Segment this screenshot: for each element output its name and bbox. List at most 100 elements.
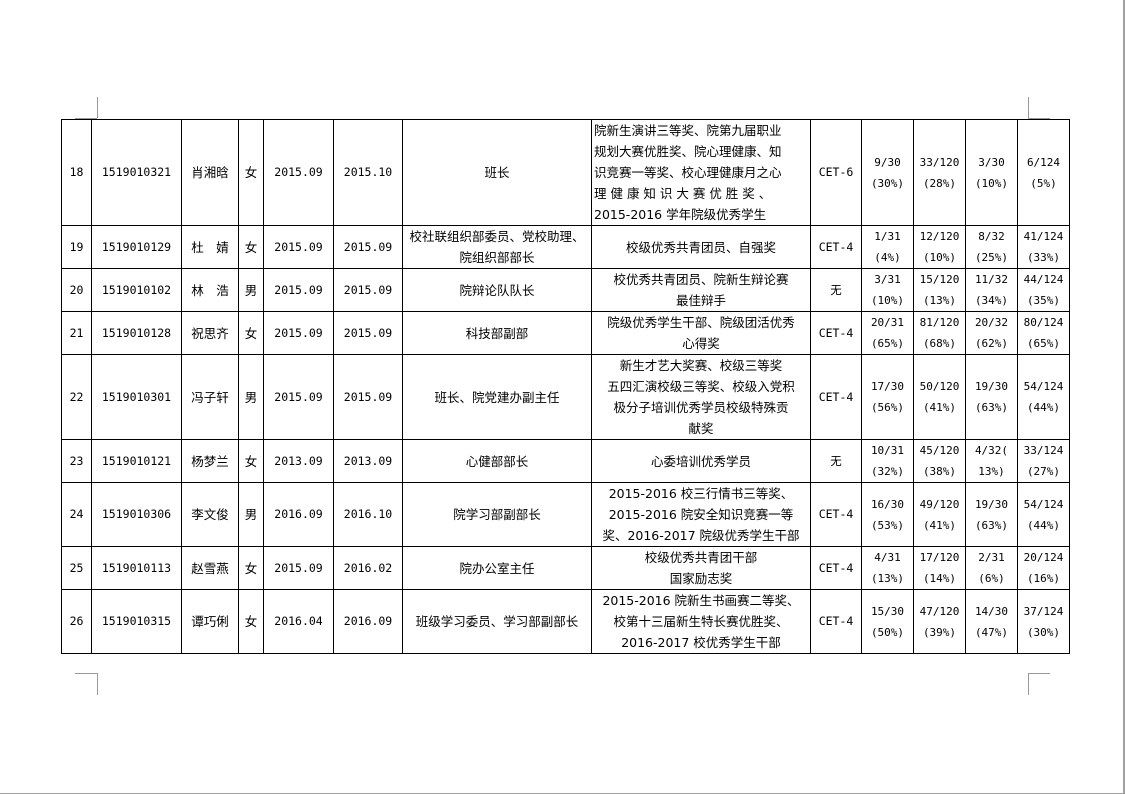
ranking-fraction: 44/124 (1023, 273, 1064, 286)
cet-level: CET-6 (810, 119, 862, 226)
page-edge (1123, 0, 1125, 794)
ranking-s4: 37/124 (30%) (1017, 589, 1070, 654)
row-number: 20 (61, 268, 92, 312)
student-name: 谭巧俐 (181, 589, 239, 654)
ranking-s2: 17/120 (14%) (913, 546, 966, 590)
ranking-s3: 14/30 (47%) (965, 589, 1018, 654)
ranking-percent: (34%) (974, 294, 1009, 307)
ranking-fraction: 16/30 (870, 497, 905, 511)
student-name: 赵雪燕 (181, 546, 239, 590)
ranking-s3: 20/32 (62%) (965, 311, 1018, 355)
ranking-percent: (5%) (1030, 176, 1057, 190)
ranking-fraction: 15/30 (870, 604, 905, 618)
ranking-s3: 3/30 (10%) (965, 119, 1018, 226)
ranking-fraction: 15/120 (919, 273, 960, 286)
ranking-fraction: 49/120 (919, 497, 960, 511)
end-date: 2016.10 (333, 482, 403, 547)
ranking-percent: (56%) (870, 401, 905, 414)
table-row: 23 1519010121 杨梦兰女 2013.09 2013.09 心健部部长 心委培训优… (61, 439, 1070, 483)
margin-mark-top-left (97, 97, 98, 118)
ranking-fraction: 6/124 (1026, 155, 1061, 169)
position: 班长 (402, 119, 592, 226)
student-id: 1519010306 (91, 482, 182, 547)
ranking-s2: 15/120 (13%) (913, 268, 966, 312)
ranking-percent: (65%) (870, 337, 905, 350)
row-number: 21 (61, 311, 92, 355)
ranking-fraction: 3/30 (978, 155, 1005, 169)
student-name: 杜 婧 (181, 225, 239, 269)
cet-level: CET-4 (810, 589, 862, 654)
cet-level: CET-4 (810, 225, 862, 269)
ranking-fraction: 37/124 (1023, 604, 1064, 618)
ranking-s1: 1/31 (4%) (861, 225, 914, 269)
student-id: 1519010321 (91, 119, 182, 226)
gender: 男 (238, 354, 264, 440)
ranking-s1: 16/30 (53%) (861, 482, 914, 547)
row-number: 22 (61, 354, 92, 440)
position: 校社联组织部委员、党校助理、院组织部部长 (402, 225, 592, 269)
ranking-percent: (47%) (974, 625, 1009, 639)
ranking-s1: 20/31 (65%) (861, 311, 914, 355)
gender: 女 (238, 546, 264, 590)
ranking-s1: 3/31 (10%) (861, 268, 914, 312)
ranking-fraction: 80/124 (1023, 316, 1064, 329)
ranking-percent: (62%) (974, 337, 1009, 350)
awards: 院级优秀学生干部、院级团活优秀 心得奖 (591, 311, 811, 355)
table-row: 21 1519010128 祝思齐女 2015.09 2015.09 科技部副部 院级优秀学… (61, 311, 1070, 355)
ranking-fraction: 41/124 (1023, 230, 1064, 243)
gender: 男 (238, 268, 264, 312)
gender: 女 (238, 119, 264, 226)
position: 班长、院党建办副主任 (402, 354, 592, 440)
end-date: 2013.09 (333, 439, 403, 483)
gender: 女 (238, 439, 264, 483)
ranking-s4: 80/124 (65%) (1017, 311, 1070, 355)
student-id: 1519010315 (91, 589, 182, 654)
ranking-s2: 33/120 (28%) (913, 119, 966, 226)
ranking-percent: (6%) (978, 572, 1005, 585)
awards: 院新生演讲三等奖、院第九届职业 规划大赛优胜奖、院心理健康、知 识竞赛一等奖、校… (591, 119, 811, 226)
ranking-fraction: 4/31 (874, 551, 901, 564)
cet-level: CET-4 (810, 354, 862, 440)
start-date: 2015.09 (263, 225, 334, 269)
ranking-fraction: 3/31 (874, 273, 901, 286)
end-date: 2015.09 (333, 311, 403, 355)
ranking-fraction: 19/30 (974, 497, 1009, 511)
position: 心健部部长 (402, 439, 592, 483)
table-row: 20 1519010102 林 浩男 2015.09 2015.09 院辩论队队长 校优秀共… (61, 268, 1070, 312)
start-date: 2015.09 (263, 119, 334, 226)
ranking-percent: (27%) (1026, 465, 1061, 478)
ranking-percent: (41%) (922, 401, 957, 414)
end-date: 2016.09 (333, 589, 403, 654)
ranking-fraction: 20/31 (870, 316, 905, 329)
margin-mark-bottom-left (97, 673, 98, 695)
ranking-s3: 2/31 (6%) (965, 546, 1018, 590)
student-name: 杨梦兰 (181, 439, 239, 483)
ranking-s1: 10/31 (32%) (861, 439, 914, 483)
start-date: 2016.09 (263, 482, 334, 547)
margin-mark-bottom-right (1028, 673, 1050, 674)
ranking-s3: 19/30 (63%) (965, 482, 1018, 547)
ranking-percent: (63%) (974, 401, 1009, 414)
ranking-s2: 12/120 (10%) (913, 225, 966, 269)
gender: 女 (238, 311, 264, 355)
student-id: 1519010301 (91, 354, 182, 440)
awards: 2015-2016 院新生书画赛二等奖、 校第十三届新生特长赛优胜奖、 2016… (591, 589, 811, 654)
ranking-fraction: 54/124 (1023, 497, 1064, 511)
ranking-fraction: 17/30 (870, 380, 905, 393)
end-date: 2015.09 (333, 354, 403, 440)
ranking-percent: (16%) (1026, 572, 1061, 585)
ranking-percent: (28%) (922, 176, 957, 190)
position: 科技部副部 (402, 311, 592, 355)
end-date: 2015.09 (333, 268, 403, 312)
student-name: 祝思齐 (181, 311, 239, 355)
position: 班级学习委员、学习部副部长 (402, 589, 592, 654)
start-date: 2013.09 (263, 439, 334, 483)
start-date: 2016.04 (263, 589, 334, 654)
ranking-percent: (30%) (870, 176, 905, 190)
ranking-fraction: 14/30 (974, 604, 1009, 618)
ranking-s4: 54/124 (44%) (1017, 482, 1070, 547)
ranking-fraction: 33/120 (919, 155, 960, 169)
table-row: 19 1519010129 杜 婧女 2015.09 2015.09 校社联组织部委员、党… (61, 225, 1070, 269)
table-row: 25 1519010113 赵雪燕女 2015.09 2016.02 院办公室主任 校级优秀… (61, 546, 1070, 590)
table-row: 24 1519010306 李文俊男 2016.09 2016.10 院学习部副部长 201… (61, 482, 1070, 547)
